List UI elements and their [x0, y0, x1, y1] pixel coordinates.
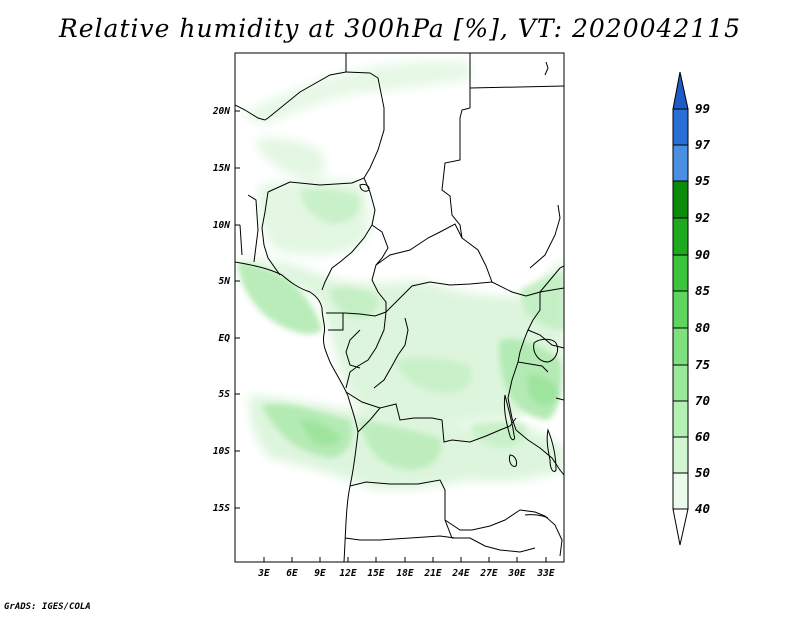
- border-chad-niger: [345, 71, 385, 179]
- border-tanzania-drc: [507, 361, 519, 431]
- lat-axis: 20N 15N 10N 5N EQ 5S 10S 15S: [212, 106, 240, 514]
- border-south-sudan-kenya: [539, 287, 564, 293]
- lake-mweru: [509, 454, 517, 467]
- colorbar-label-50: 50: [695, 465, 710, 480]
- colorbar-cell-above-99: [672, 71, 689, 110]
- colorbar-cell-90-92: [672, 217, 689, 256]
- colorbar-label-92: 92: [695, 210, 710, 225]
- border-togo-benin: [247, 194, 259, 263]
- colorbar-cell-75-80: [672, 327, 689, 366]
- border-angola-north: [357, 407, 381, 433]
- border-south-sudan-ethiopia: [525, 265, 564, 297]
- border-benin-nigeria: [261, 191, 281, 276]
- border-car-drc: [385, 281, 527, 313]
- grads-credit: GrADS: IGES/COLA: [4, 602, 91, 612]
- lakes: [359, 183, 559, 519]
- humidity-layer-60: [237, 188, 564, 470]
- lat-label-5n: 5N: [219, 276, 231, 287]
- lat-label-20n: 20N: [212, 106, 230, 117]
- border-niger-algeria: [264, 71, 347, 121]
- lat-label-5s: 5S: [219, 389, 231, 400]
- border-gabon-congo: [345, 329, 361, 369]
- border-niger-nigeria: [267, 177, 376, 226]
- lake-malawi: [546, 428, 557, 473]
- atlantic-coastline: [235, 261, 359, 562]
- map-frame: [234, 52, 565, 563]
- border-angola-namibia-zambia: [349, 479, 536, 553]
- lon-label-6e: 6E: [286, 568, 298, 579]
- colorbar-cell-50-60: [672, 436, 689, 474]
- colorbar-label-85: 85: [695, 283, 711, 298]
- border-ethiopia-west: [529, 204, 561, 269]
- humidity-field: [235, 61, 564, 490]
- coastlines-and-borders: [235, 53, 564, 562]
- border-mali: [235, 104, 266, 121]
- lat-label-10n: 10N: [213, 220, 230, 231]
- coast-egypt-sinai: [544, 61, 549, 76]
- lon-label-21e: 21E: [423, 568, 441, 579]
- lon-label-9e: 9E: [314, 568, 326, 579]
- colorbar-label-95: 95: [695, 173, 711, 188]
- border-cameroon-gabon: [326, 311, 387, 317]
- colorbar-label-75: 75: [695, 357, 711, 372]
- border-namibia-botswana: [344, 535, 456, 541]
- lon-label-24e: 24E: [451, 568, 469, 579]
- border-nigeria-cameroon: [321, 224, 373, 291]
- colorbar-label-99: 99: [695, 101, 710, 116]
- colorbar-cell-95-97: [672, 144, 689, 182]
- border-uganda-kenya: [527, 329, 564, 349]
- colorbar-label-80: 80: [695, 320, 710, 335]
- lon-axis: 3E 6E 9E 12E 15E 18E 21E 24E 27E 30E 33E: [257, 557, 555, 579]
- colorbar-label-97: 97: [695, 137, 711, 152]
- lon-label-30e: 30E: [507, 568, 525, 579]
- chart-title: Relative humidity at 300hPa [%], VT: 202…: [58, 14, 742, 43]
- colorbar-cell-97-99: [672, 108, 689, 146]
- border-zambia-zimbabwe: [444, 509, 521, 531]
- lat-label-15s: 15S: [213, 503, 230, 514]
- lat-label-10s: 10S: [213, 446, 230, 457]
- colorbar-label-90: 90: [695, 247, 710, 262]
- colorbar-cell-85-90: [672, 254, 689, 292]
- colorbar-cell-70-75: [672, 364, 689, 402]
- colorbar-cell-92-95: [672, 180, 689, 219]
- colorbar-cell-80-85: [672, 290, 689, 329]
- colorbar-label-60: 60: [695, 429, 710, 444]
- border-sudan-egypt: [469, 85, 564, 89]
- lake-victoria: [533, 338, 559, 363]
- lat-label-15n: 15N: [213, 163, 230, 174]
- lon-label-18e: 18E: [396, 568, 413, 579]
- border-sudan-chad: [441, 107, 493, 283]
- lon-label-15e: 15E: [367, 568, 384, 579]
- border-ghana-togo: [239, 224, 243, 256]
- lake-chad: [359, 183, 370, 192]
- lake-kariba: [524, 514, 549, 519]
- lon-label-33e: 33E: [536, 568, 554, 579]
- lon-label-12e: 12E: [339, 568, 356, 579]
- river-congo: [373, 317, 409, 389]
- border-chad-car: [375, 223, 463, 266]
- lon-label-3e: 3E: [257, 568, 270, 579]
- lat-label-eq: EQ: [219, 333, 231, 344]
- colorbar: 40 50 60 70 75 80 85 90 92 95 97 99: [672, 71, 711, 546]
- border-east-coast: [555, 397, 564, 401]
- colorbar-label-70: 70: [695, 393, 710, 408]
- border-equatorial-guinea: [328, 313, 344, 331]
- lake-tanganyika: [503, 394, 515, 441]
- colorbar-cell-below-40: [672, 508, 689, 546]
- border-tanzania-mozambique: [515, 429, 564, 476]
- border-congo-drc: [345, 311, 387, 389]
- border-drc-angola-zambia: [345, 391, 517, 443]
- colorbar-label-40: 40: [695, 501, 710, 516]
- border-mozambique: [519, 509, 563, 557]
- colorbar-cell-60-70: [672, 400, 689, 438]
- colorbar-cell-40-50: [672, 472, 689, 510]
- lon-label-27e: 27E: [479, 568, 497, 579]
- border-rwanda-burundi: [517, 361, 549, 373]
